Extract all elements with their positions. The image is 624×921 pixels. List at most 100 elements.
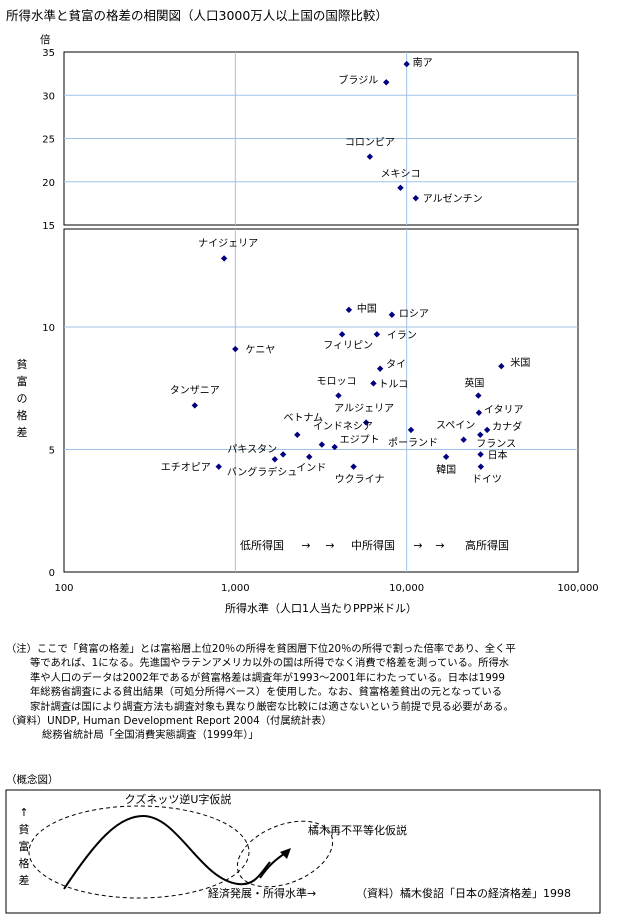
data-point-label: 中国 <box>357 302 377 315</box>
data-point-label: 韓国 <box>436 464 456 476</box>
concept-frame <box>5 789 601 914</box>
y-tick-label: 20 <box>42 178 55 189</box>
y-tick-label: 15 <box>42 221 55 232</box>
y-tick-label: 25 <box>42 135 55 146</box>
data-point-label: スペイン <box>436 421 475 432</box>
y-tick-label: 35 <box>42 48 55 59</box>
data-point-marker <box>498 363 505 370</box>
x-axis-label: 所得水準（人口1人当たりPPP米ドル） <box>225 601 417 615</box>
data-point-label: エジプト <box>340 434 380 446</box>
data-point-marker <box>388 311 396 318</box>
income-level-label: 高所得国 <box>465 538 509 552</box>
concept-y-axis-char: 格 <box>19 856 30 870</box>
data-point-marker <box>350 463 357 470</box>
data-point-marker <box>294 431 301 438</box>
data-point-marker <box>345 306 353 314</box>
data-point-label: イタリア <box>484 404 524 416</box>
tick-labels: 100 1,000 10,000 100,000 15 20 25 30 35 0 5 10 <box>42 48 598 594</box>
x-tick-label: 10,000 <box>389 583 424 594</box>
data-point-label: エチオピア <box>161 462 211 474</box>
concept-y-axis-char: 差 <box>19 873 30 887</box>
y-unit-label: 倍 <box>40 33 51 46</box>
data-point-label: メキシコ <box>380 169 420 180</box>
tachibanaki-label: 橘木再不平等化仮説 <box>308 823 407 837</box>
data-point-marker <box>407 426 415 434</box>
concept-diagram: ↑ 貧富格差 クズネッツ逆U字仮説 橘木再不平等化仮説 経済発展・所得水準→ （資… <box>5 789 601 914</box>
data-point-label: ロシア <box>399 309 429 320</box>
concept-y-axis-label: ↑ 貧富格差 <box>19 806 30 887</box>
data-point-marker <box>279 451 287 458</box>
data-point-marker <box>403 60 410 68</box>
data-point-label: ケニヤ <box>245 344 275 356</box>
data-point-marker <box>362 419 370 426</box>
data-point-label: インドネシア <box>313 421 373 433</box>
data-point-label: トルコ <box>378 379 408 390</box>
data-point-marker <box>232 345 239 353</box>
y-tick-label: 10 <box>42 323 55 334</box>
note-line: 準や人口のデータは2002年であるが貧富格差は調査年が1993～2001年にわた… <box>30 671 505 684</box>
concept-y-axis-char: 富 <box>19 839 30 853</box>
data-point-label: ポーランド <box>388 437 438 449</box>
data-point-marker <box>383 79 390 86</box>
data-point-marker <box>191 402 199 409</box>
data-point-marker <box>460 436 467 443</box>
data-point-label: インド <box>296 463 326 474</box>
data-point-marker <box>373 331 381 338</box>
y-tick-label: 30 <box>42 91 55 102</box>
data-point-label: ナイジェリア <box>198 237 258 249</box>
reinequality-curve <box>259 851 288 879</box>
data-point-label: フィリピン <box>323 339 373 351</box>
data-point-marker <box>306 453 313 461</box>
data-point-label: 米国 <box>510 356 530 369</box>
data-point-label: イラン <box>387 329 417 341</box>
data-point-marker <box>366 153 374 160</box>
data-point-label: タンザニア <box>170 384 220 396</box>
x-tick-label: 1,000 <box>221 583 250 594</box>
data-point-marker <box>331 443 338 451</box>
data-point-marker <box>376 365 384 372</box>
y-axis-label-char: 貧 <box>17 358 28 371</box>
data-point-label: ドイツ <box>472 475 502 486</box>
data-point-marker <box>475 409 483 416</box>
chart-title: 所得水準と貧富の格差の相関図（人口3000万人以上国の国際比較） <box>6 8 388 23</box>
data-point-marker <box>335 392 342 399</box>
footnote: （注）ここで「貧富の格差」とは富裕層上位20％の所得を貧困層下位20％の所得で割… <box>6 642 618 743</box>
concept-y-axis-char: 貧 <box>19 823 30 836</box>
data-point-label: パキスタン <box>227 443 277 455</box>
y-axis-label-char: 富 <box>17 374 28 388</box>
x-tick-label: 100 <box>54 583 73 594</box>
lower-plot-area <box>63 228 579 573</box>
data-point-marker <box>483 426 491 434</box>
scatter-chart: 所得水準と貧富の格差の相関図（人口3000万人以上国の国際比較） 倍 100 1,… <box>6 8 599 615</box>
data-point-marker <box>477 463 485 470</box>
concept-x-axis-label: 経済発展・所得水準→ <box>208 886 316 900</box>
data-point-label: 南ア <box>413 56 433 69</box>
y-tick-label: 5 <box>49 446 55 457</box>
concept-y-axis-char: ↑ <box>19 806 28 819</box>
data-point-marker <box>338 331 346 338</box>
data-point-label: モロッコ <box>316 377 356 388</box>
gridlines <box>64 52 578 572</box>
data-point-label: アルゼンチン <box>423 193 483 205</box>
y-axis-label-char: の <box>17 392 28 405</box>
data-point-marker <box>475 392 482 399</box>
data-point-label: ベトナム <box>283 412 323 424</box>
income-level-label: → <box>435 539 444 552</box>
y-axis-label-char: 格 <box>17 408 28 422</box>
data-point-label: タイ <box>386 359 406 371</box>
income-level-label: → <box>413 539 422 552</box>
kuznets-curve <box>63 814 271 890</box>
x-tick-label: 100,000 <box>557 583 598 594</box>
data-point-label: アルジェリア <box>334 404 394 415</box>
reinequality-arrowhead <box>280 848 291 859</box>
data-point-label: コロンビア <box>345 137 395 149</box>
data-point-marker <box>477 431 484 438</box>
data-point-marker <box>318 441 326 448</box>
data-point-marker <box>271 456 279 463</box>
note-line: 家計調査は国により調査方法も調査対象も異なり厳密な比較には適さないという前提で見… <box>30 700 514 713</box>
y-axis-label-char: 差 <box>17 425 28 439</box>
y-tick-label: 0 <box>49 568 55 579</box>
data-point-marker <box>397 184 404 192</box>
data-point-label: ウクライナ <box>335 474 385 486</box>
